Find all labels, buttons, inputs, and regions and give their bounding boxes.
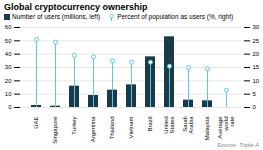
- svg-text:60: 60: [5, 24, 12, 30]
- html-text:Source: Triple A: Source: Triple A: [216, 142, 259, 148]
- svg-text:Thailand: Thailand: [109, 117, 115, 140]
- svg-text:Turkey: Turkey: [71, 117, 77, 135]
- svg-text:25: 25: [253, 38, 260, 44]
- svg-text:50: 50: [5, 38, 12, 44]
- svg-text:40: 40: [5, 51, 12, 57]
- svg-text:5: 5: [253, 91, 257, 97]
- svg-text:30: 30: [5, 64, 12, 70]
- svg-text:20: 20: [5, 78, 12, 84]
- svg-text:Malaysia: Malaysia: [204, 116, 210, 140]
- html-text:Number of users (millions, lef: Number of users (millions, left): [12, 13, 101, 20]
- svg-text:Argentina: Argentina: [90, 116, 96, 142]
- svg-text:10: 10: [5, 91, 12, 97]
- svg-text:0: 0: [253, 104, 257, 110]
- svg-text:Vietnam: Vietnam: [128, 117, 134, 139]
- svg-text:15: 15: [253, 64, 260, 70]
- svg-text:SaudiArabia: SaudiArabia: [182, 116, 194, 134]
- svg-text:Averageworldrate: Averageworldrate: [217, 116, 235, 139]
- svg-text:30: 30: [253, 24, 260, 30]
- svg-text:0: 0: [8, 104, 12, 110]
- svg-text:UnitedStates: UnitedStates: [163, 117, 175, 134]
- svg-text:UAE: UAE: [33, 117, 39, 129]
- html-text:Percent of population as users: Percent of population as users (%, right…: [117, 13, 234, 20]
- svg-text:20: 20: [253, 51, 260, 57]
- svg-text:10: 10: [253, 78, 260, 84]
- svg-text:Singapore: Singapore: [52, 116, 58, 144]
- svg-text:Brazil: Brazil: [147, 117, 153, 132]
- html-text:Global cryptocurrency ownershi: Global cryptocurrency ownership: [4, 2, 148, 12]
